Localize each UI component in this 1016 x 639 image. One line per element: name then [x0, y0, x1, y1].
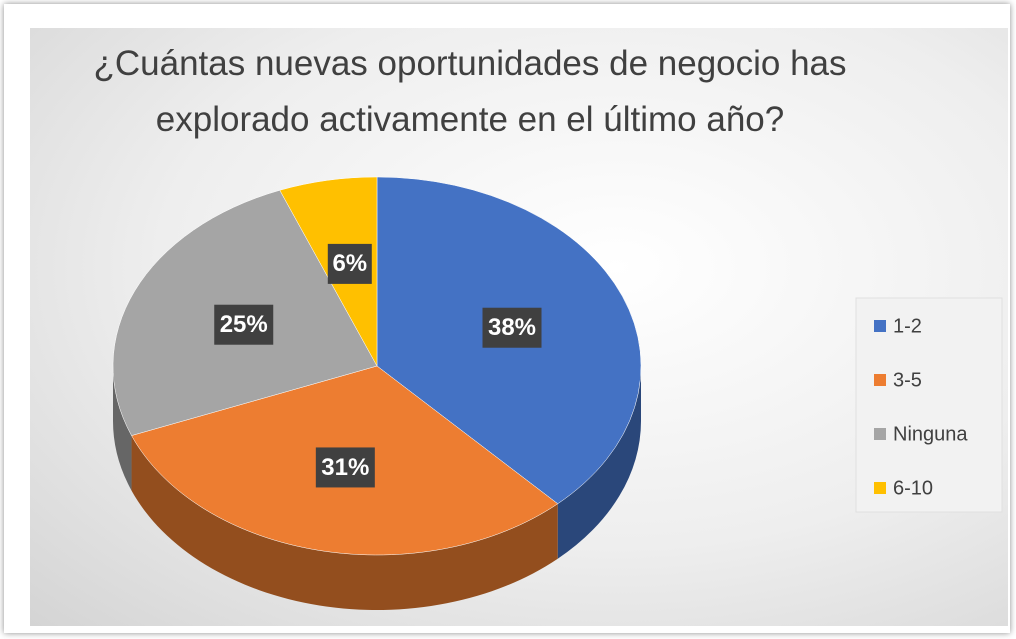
- data-label-box: [214, 304, 274, 345]
- data-label: 31%: [321, 454, 369, 481]
- slice-side: [113, 366, 132, 491]
- legend-swatch: [874, 482, 886, 494]
- legend-label: 1-2: [893, 315, 922, 337]
- data-label: 6%: [332, 250, 367, 277]
- legend-label: Ninguna: [893, 423, 968, 445]
- slice-side: [557, 366, 642, 559]
- data-label-box: [482, 307, 542, 348]
- data-label-box: [327, 243, 372, 284]
- slice-side: [131, 435, 558, 611]
- legend-label: 6-10: [893, 477, 933, 499]
- legend-swatch: [874, 428, 886, 440]
- data-label: 25%: [220, 311, 268, 338]
- data-label: 38%: [488, 314, 536, 341]
- chart-title: ¿Cuántas nuevas oportunidades de negocio…: [93, 44, 847, 139]
- legend-box: [855, 297, 1003, 513]
- legend-label: 3-5: [893, 369, 922, 391]
- legend-swatch: [874, 320, 886, 332]
- data-label-box: [315, 447, 375, 488]
- legend-swatch: [874, 374, 886, 386]
